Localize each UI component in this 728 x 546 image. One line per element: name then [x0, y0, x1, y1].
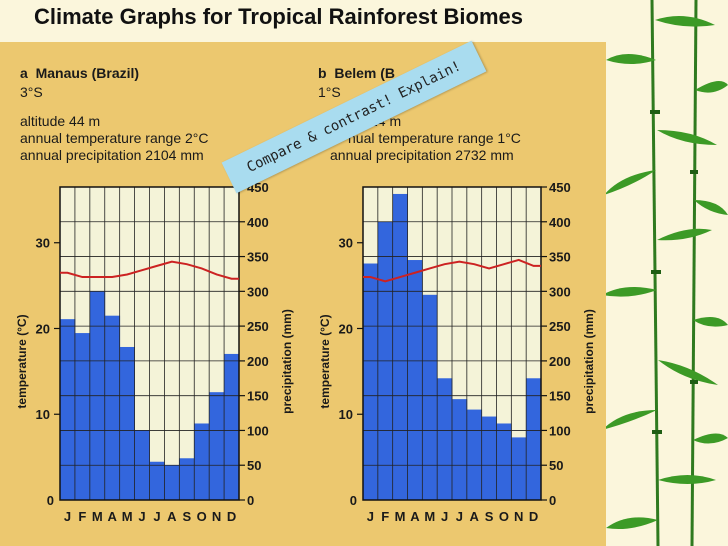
precip-bar	[511, 437, 527, 500]
month-label: S	[182, 509, 191, 524]
left-tick-label: 20	[339, 321, 353, 336]
month-label: J	[441, 509, 448, 524]
month-label: J	[138, 509, 145, 524]
month-label: M	[424, 509, 435, 524]
month-label: J	[153, 509, 160, 524]
month-label: F	[78, 509, 86, 524]
month-label: A	[108, 509, 118, 524]
month-label: N	[514, 509, 523, 524]
plot-frame	[59, 186, 240, 501]
month-label: D	[529, 509, 538, 524]
month-label: O	[197, 509, 207, 524]
left-tick-label: 30	[339, 236, 353, 251]
right-tick-label: 250	[549, 319, 571, 334]
month-label: D	[227, 509, 236, 524]
precip-bar	[481, 416, 497, 500]
month-label: A	[410, 509, 420, 524]
right-tick-label: 100	[549, 423, 571, 438]
precip-bar	[407, 260, 423, 500]
temperature-line	[363, 258, 541, 283]
temperature-line	[60, 260, 239, 280]
left-zero-label: 0	[350, 493, 357, 508]
month-label: J	[456, 509, 463, 524]
precip-bar	[164, 465, 180, 500]
right-tick-label: 200	[549, 354, 571, 369]
y-axis-label-precipitation: precipitation (mm)	[582, 309, 596, 414]
chart-b-location: Belem (B	[334, 65, 396, 81]
month-label: A	[167, 509, 177, 524]
precip-bar	[224, 353, 240, 500]
chart-a-letter: a	[20, 65, 28, 81]
right-tick-label: 400	[549, 215, 571, 230]
left-tick-label: 10	[339, 407, 353, 422]
chart-b-latitude: 1°S	[318, 84, 341, 100]
precip-bar	[209, 392, 225, 500]
right-tick-label: 200	[247, 354, 269, 369]
right-tick-label: 350	[549, 250, 571, 265]
y-axis-label-temperature: temperature (°C)	[15, 314, 29, 408]
month-label: M	[92, 509, 103, 524]
right-tick-label: 400	[247, 215, 269, 230]
month-label: F	[381, 509, 389, 524]
chart-b-header: b Belem (B	[318, 65, 395, 82]
precip-bar	[104, 315, 121, 500]
month-label: A	[470, 509, 480, 524]
chart-a-precip-total: annual precipitation 2104 mm	[20, 147, 204, 163]
precip-bar	[437, 378, 453, 500]
right-tick-label: 300	[247, 284, 269, 299]
month-label: S	[485, 509, 494, 524]
right-tick-label: 150	[549, 389, 571, 404]
precip-bar	[119, 346, 135, 500]
left-tick-label: 30	[36, 236, 50, 251]
month-label: M	[122, 509, 133, 524]
precip-bar	[452, 399, 468, 500]
month-label: O	[499, 509, 509, 524]
right-tick-label: 150	[247, 389, 269, 404]
right-tick-label: 250	[247, 319, 269, 334]
y-axis-label-temperature: temperature (°C)	[318, 314, 332, 408]
precip-bar	[363, 263, 379, 500]
chart-b-precip-total: annual precipitation 2732 mm	[330, 147, 514, 163]
chart-a-altitude: altitude 44 m	[20, 113, 101, 129]
precip-bar	[194, 423, 210, 500]
precip-bar	[179, 458, 195, 500]
right-tick-label: 0	[247, 493, 254, 508]
precip-bar	[422, 294, 438, 500]
precip-bar	[392, 193, 408, 500]
left-tick-label: 20	[36, 321, 50, 336]
right-tick-label: 0	[549, 493, 556, 508]
bamboo-decoration	[600, 0, 728, 546]
precip-bar	[526, 378, 542, 500]
precip-bar	[74, 333, 91, 500]
chart-a-temp-range: annual temperature range 2°C	[20, 130, 209, 146]
chart-b-letter: b	[318, 65, 327, 81]
precip-bar	[496, 423, 512, 500]
month-label: J	[367, 509, 374, 524]
precip-bar	[149, 461, 165, 500]
right-tick-label: 100	[247, 423, 269, 438]
chart-a-header: a Manaus (Brazil)	[20, 65, 139, 82]
left-zero-label: 0	[47, 493, 54, 508]
chart-b-temp-range: nual temperature range 1°C	[348, 130, 521, 146]
month-label: M	[395, 509, 406, 524]
right-tick-label: 350	[247, 250, 269, 265]
plot-frame	[362, 186, 542, 501]
slide-title: Climate Graphs for Tropical Rainforest B…	[34, 4, 524, 29]
right-tick-label: 300	[549, 284, 571, 299]
right-tick-label: 450	[549, 180, 571, 195]
left-tick-label: 10	[36, 407, 50, 422]
precip-bar	[466, 409, 483, 500]
chart-a-latitude: 3°S	[20, 84, 43, 100]
right-tick-label: 50	[247, 458, 261, 473]
y-axis-label-precipitation: precipitation (mm)	[280, 309, 294, 414]
precip-bar	[60, 319, 76, 500]
chart-a-location: Manaus (Brazil)	[35, 65, 140, 81]
month-label: J	[64, 509, 71, 524]
month-label: N	[212, 509, 221, 524]
right-tick-label: 50	[549, 458, 563, 473]
